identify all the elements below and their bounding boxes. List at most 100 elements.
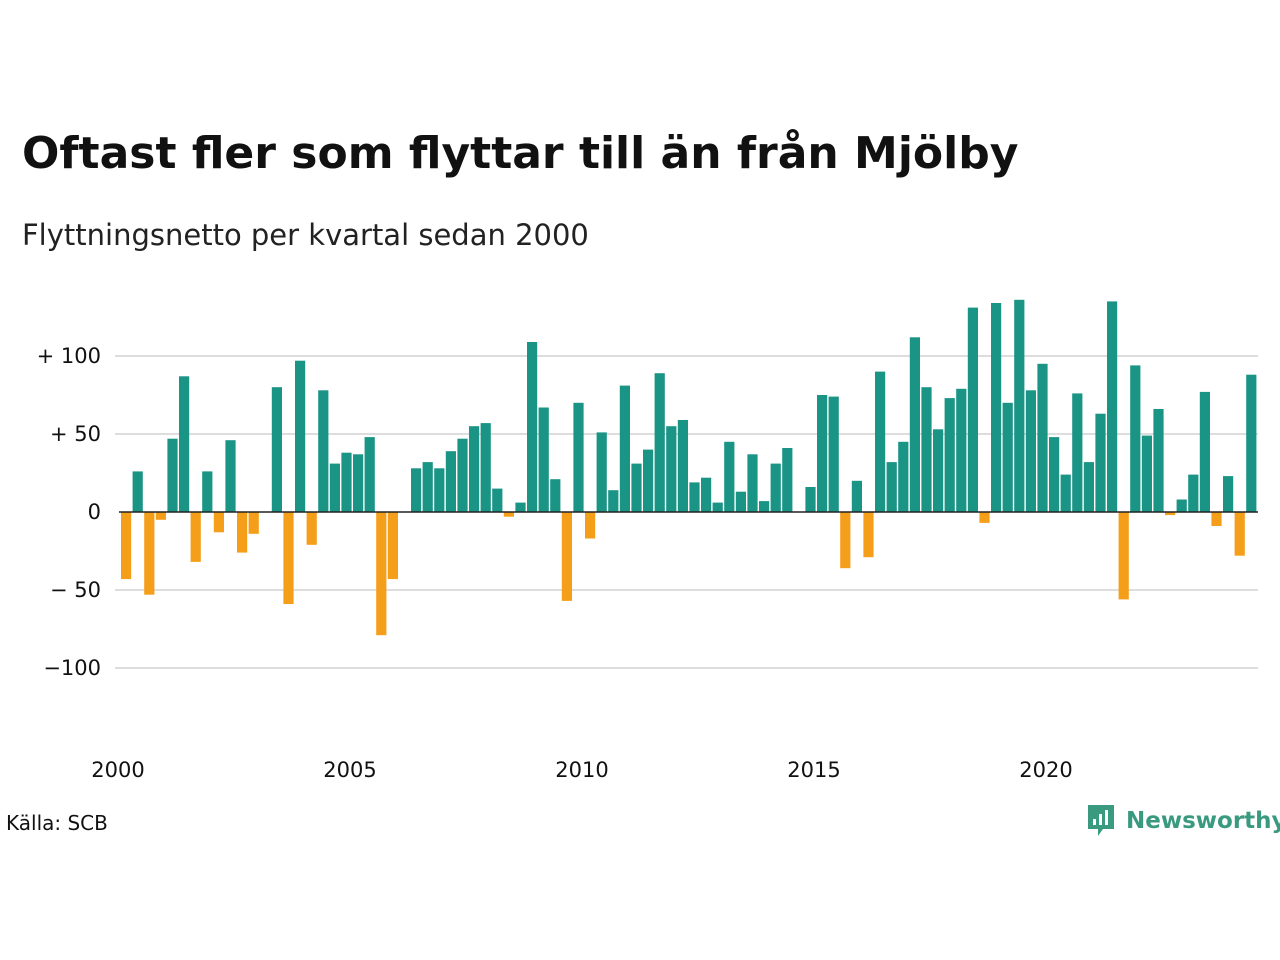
bar: [538, 407, 549, 512]
bar: [190, 512, 201, 562]
bar: [1072, 393, 1083, 512]
bar: [1176, 499, 1187, 512]
bar: [457, 438, 468, 512]
bar: [318, 390, 329, 512]
x-tick-label: 2015: [787, 758, 840, 782]
bar: [364, 437, 375, 512]
bar: [283, 512, 294, 604]
bar: [202, 471, 213, 512]
bar: [353, 454, 364, 512]
bar: [619, 385, 630, 512]
bar: [851, 480, 862, 512]
bar: [956, 388, 967, 512]
y-tick-label: − 50: [50, 578, 101, 602]
bar: [840, 512, 851, 569]
bar: [434, 468, 445, 512]
bar: [886, 462, 897, 512]
x-tick-label: 2020: [1019, 758, 1072, 782]
bar: [179, 376, 190, 512]
bar: [213, 512, 224, 533]
bar: [1153, 409, 1164, 512]
bar: [643, 449, 654, 512]
bar: [132, 471, 143, 512]
y-tick-label: −100: [43, 656, 101, 680]
bar: [445, 451, 456, 512]
bar: [1118, 512, 1129, 600]
bar: [1025, 390, 1036, 512]
bar: [631, 463, 642, 512]
bar: [492, 488, 503, 512]
bar: [561, 512, 572, 601]
bar: [596, 432, 607, 512]
bar: [701, 477, 712, 512]
bar: [979, 512, 990, 523]
bar: [735, 491, 746, 512]
bar: [1165, 512, 1176, 516]
bar: [155, 512, 166, 520]
grid-lines: [115, 355, 1258, 669]
bar: [422, 462, 433, 512]
bar: [341, 452, 352, 512]
bar: [329, 463, 340, 512]
bar: [817, 395, 828, 512]
bar: [863, 512, 874, 558]
bar: [805, 487, 816, 512]
bar: [1130, 365, 1141, 512]
bar: [1002, 402, 1013, 512]
y-tick-label: 0: [88, 500, 101, 524]
source-label: Källa: SCB: [6, 811, 108, 835]
bar: [550, 479, 561, 512]
bar: [747, 454, 758, 512]
bar: [1049, 437, 1060, 512]
bar: [724, 441, 735, 512]
bar: [387, 512, 398, 580]
bar: [585, 512, 596, 539]
y-tick-label: + 100: [37, 344, 101, 368]
bar: [898, 441, 909, 512]
bar: [1223, 476, 1234, 512]
bar-chart: + 100 + 50 0 − 50 −100 2000 2005 2010 2015 2020: [37, 299, 1258, 782]
bar: [689, 482, 700, 512]
bar: [295, 360, 306, 512]
bars: [121, 299, 1257, 636]
bar: [991, 303, 1002, 512]
chart-title: Oftast fler som flyttar till än från Mjö…: [22, 128, 1019, 179]
bar: [237, 512, 248, 553]
bar: [1107, 301, 1118, 512]
bar: [1141, 435, 1152, 512]
bar: [1234, 512, 1245, 556]
bar: [1095, 413, 1106, 512]
y-axis-ticks: + 100 + 50 0 − 50 −100: [37, 344, 101, 680]
x-tick-label: 2010: [555, 758, 608, 782]
bar: [712, 502, 723, 512]
bar: [1246, 374, 1257, 512]
y-tick-label: + 50: [50, 422, 101, 446]
bar: [1211, 512, 1222, 526]
bar: [875, 371, 886, 512]
bar: [1188, 474, 1199, 512]
bar: [933, 429, 944, 512]
bar: [527, 342, 538, 512]
bar: [225, 440, 236, 512]
bar: [469, 426, 480, 512]
bar: [654, 373, 665, 512]
bar: [515, 502, 526, 512]
bar: [167, 438, 178, 512]
bar: [1037, 363, 1048, 512]
x-tick-label: 2005: [323, 758, 376, 782]
bar: [666, 426, 677, 512]
bar: [376, 512, 387, 636]
chart-subtitle: Flyttningsnetto per kvartal sedan 2000: [22, 218, 589, 252]
bar: [480, 423, 491, 512]
bar: [306, 512, 317, 545]
x-tick-label: 2000: [91, 758, 144, 782]
x-axis-ticks: 2000 2005 2010 2015 2020: [91, 758, 1072, 782]
bar: [144, 512, 155, 595]
brand-logo: Newsworthy: [1086, 803, 1280, 839]
brand-name: Newsworthy: [1126, 808, 1280, 834]
bar: [944, 398, 955, 512]
bar: [828, 396, 839, 512]
bar: [608, 490, 619, 512]
bar: [411, 468, 422, 512]
bar: [271, 387, 282, 512]
